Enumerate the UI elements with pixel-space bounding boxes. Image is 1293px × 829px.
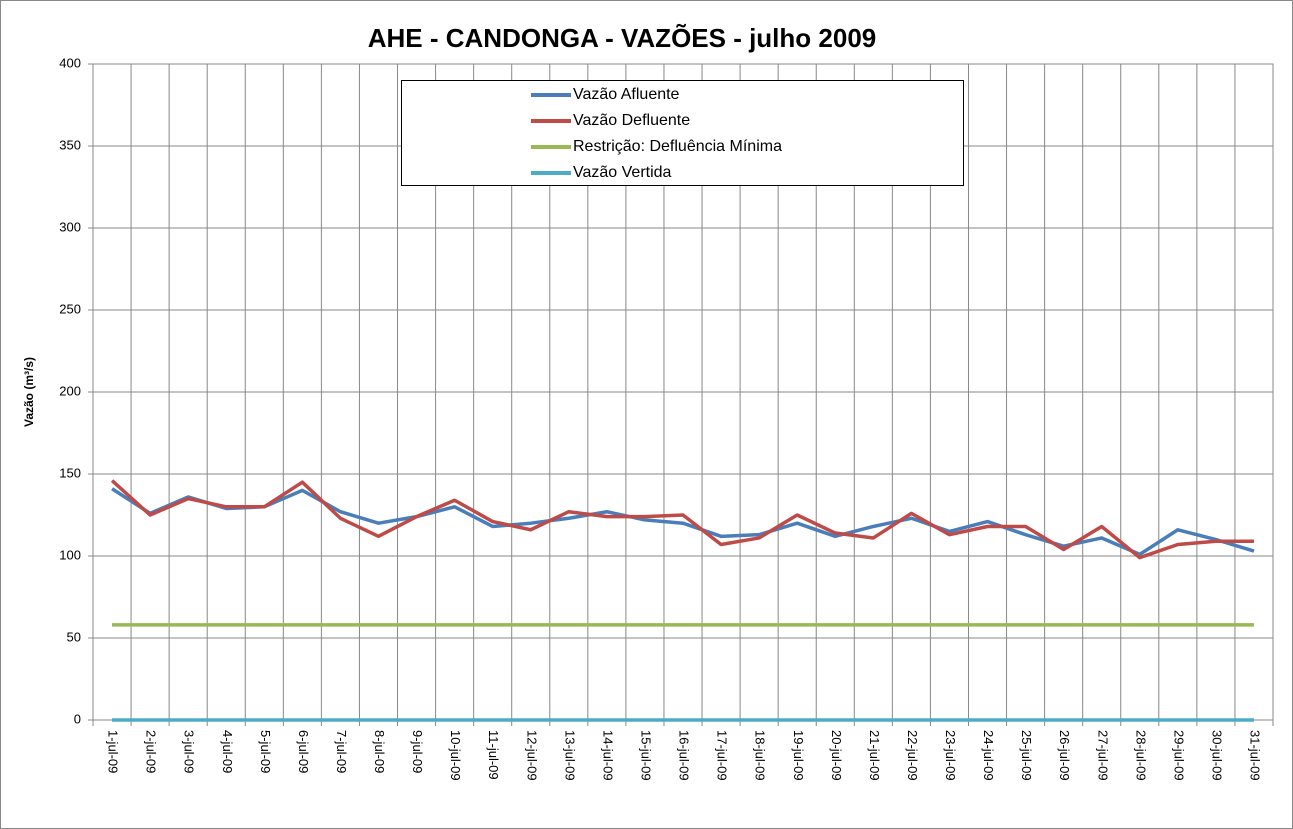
x-tick-label: 27-jul-09 <box>1095 730 1110 781</box>
x-tick-label: 14-jul-09 <box>600 730 615 781</box>
x-tick-label: 7-jul-09 <box>334 730 349 773</box>
y-tick-label: 0 <box>74 711 81 726</box>
x-tick-label: 18-jul-09 <box>753 730 768 781</box>
y-tick-label: 150 <box>59 465 81 480</box>
x-tick-label: 6-jul-09 <box>296 730 311 773</box>
y-tick-label: 300 <box>59 219 81 234</box>
y-tick-label: 350 <box>59 137 81 152</box>
legend-label: Restrição: Defluência Mínima <box>573 138 782 155</box>
x-tick-label: 5-jul-09 <box>258 730 273 773</box>
x-tick-label: 12-jul-09 <box>524 730 539 781</box>
x-tick-label: 16-jul-09 <box>677 730 692 781</box>
x-tick-label: 23-jul-09 <box>943 730 958 781</box>
x-tick-label: 28-jul-09 <box>1133 730 1148 781</box>
x-tick-label: 15-jul-09 <box>638 730 653 781</box>
y-axis-label: Vazão (m³/s) <box>22 357 36 427</box>
x-tick-label: 17-jul-09 <box>715 730 730 781</box>
chart-title: AHE - CANDONGA - VAZÕES - julho 2009 <box>368 23 877 53</box>
x-tick-label: 19-jul-09 <box>791 730 806 781</box>
series-line <box>111 487 1255 557</box>
x-tick-label: 21-jul-09 <box>867 730 882 781</box>
x-tick-label: 11-jul-09 <box>486 730 501 780</box>
y-tick-label: 400 <box>59 55 81 70</box>
x-tick-label: 3-jul-09 <box>182 730 197 773</box>
x-tick-label: 22-jul-09 <box>905 730 920 781</box>
x-tick-label: 13-jul-09 <box>562 730 577 781</box>
x-tick-label: 24-jul-09 <box>981 730 996 781</box>
y-tick-label: 50 <box>67 629 81 644</box>
legend-box <box>401 80 964 186</box>
legend-label: Vazão Defluente <box>573 112 690 129</box>
series-line <box>110 479 1254 560</box>
x-tick-label: 9-jul-09 <box>410 730 425 773</box>
x-tick-label: 20-jul-09 <box>829 730 844 781</box>
x-tick-label: 31-jul-09 <box>1248 730 1263 781</box>
y-tick-label: 250 <box>59 301 81 316</box>
x-tick-label: 26-jul-09 <box>1057 730 1072 781</box>
x-tick-label: 1-jul-09 <box>106 730 121 773</box>
x-tick-label: 10-jul-09 <box>448 730 463 781</box>
x-tick-label: 29-jul-09 <box>1171 730 1186 781</box>
y-tick-label: 100 <box>59 547 81 562</box>
legend-label: Vazão Vertida <box>573 164 672 181</box>
legend-label: Vazão Afluente <box>573 86 680 103</box>
x-tick-label: 25-jul-09 <box>1019 730 1034 781</box>
y-tick-label: 200 <box>59 383 81 398</box>
x-tick-label: 30-jul-09 <box>1209 730 1224 781</box>
x-tick-label: 2-jul-09 <box>144 730 159 773</box>
x-tick-label: 8-jul-09 <box>372 730 387 773</box>
x-tick-label: 4-jul-09 <box>220 730 235 773</box>
